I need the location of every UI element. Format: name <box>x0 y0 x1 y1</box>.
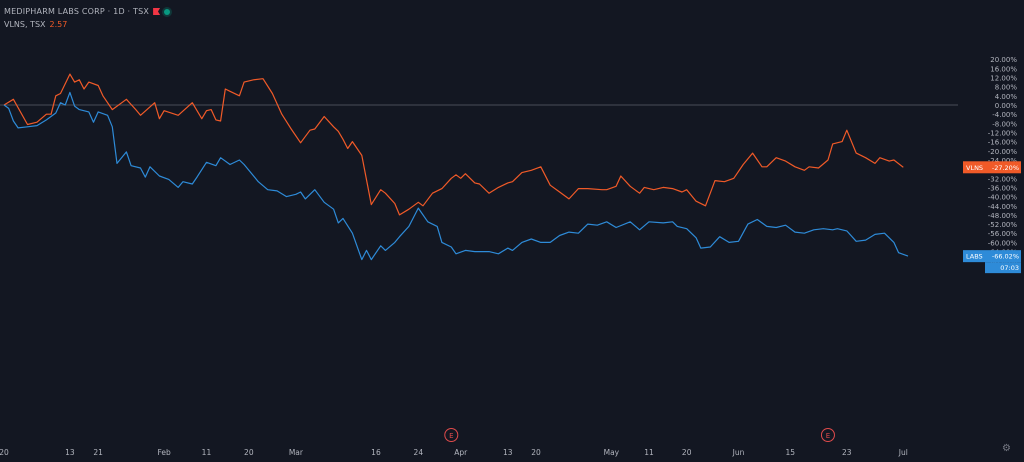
y-tick-label: -56.00% <box>988 230 1018 238</box>
y-tick-label: -40.00% <box>988 194 1018 202</box>
x-tick-label: 20 <box>682 448 692 457</box>
y-tick-label: -20.00% <box>988 148 1018 156</box>
x-tick-label: Feb <box>157 448 171 457</box>
y-tick-label: -44.00% <box>988 203 1018 211</box>
vlns-last-badge-value: -27.20% <box>992 164 1019 172</box>
x-tick-label: 24 <box>414 448 424 457</box>
settings-gear-icon[interactable]: ⚙ <box>1002 443 1011 454</box>
earnings-event-icon[interactable]: E <box>444 428 459 442</box>
y-tick-label: 0.00% <box>995 102 1018 110</box>
earnings-event-label: E <box>449 432 453 440</box>
compare-symbol[interactable]: VLNS, TSX <box>4 20 46 29</box>
x-tick-label: 11 <box>644 448 654 457</box>
chart-legend: MEDIPHARM LABS CORP · 1D · TSX VLNS, TSX… <box>4 5 171 31</box>
labs-last-badge-bg <box>963 250 1021 263</box>
y-tick-label: -8.00% <box>992 120 1017 128</box>
earnings-event-icon[interactable]: E <box>820 428 835 442</box>
earnings-event-circle <box>820 428 835 442</box>
market-status-icon <box>164 8 171 15</box>
y-tick-label: 20.00% <box>990 56 1017 64</box>
countdown-bg <box>985 262 1021 274</box>
labs-last-badge-value: -66.02% <box>992 253 1019 261</box>
series-line-vlns[interactable] <box>3 73 904 216</box>
y-tick-label: 12.00% <box>990 75 1017 83</box>
x-tick-label: May <box>604 448 620 457</box>
countdown-badge: 07:03 <box>985 262 1021 274</box>
x-tick-label: 21 <box>93 448 103 457</box>
y-tick-label: -52.00% <box>988 221 1018 229</box>
x-tick-label: 20 <box>0 448 9 457</box>
y-tick-label: 16.00% <box>990 65 1017 73</box>
x-tick-label: 20 <box>244 448 254 457</box>
vlns-last-badge-bg <box>963 161 1021 174</box>
y-tick-label: -60.00% <box>988 239 1018 247</box>
x-tick-label: 13 <box>503 448 513 457</box>
y-tick-label: -24.00% <box>988 157 1018 165</box>
y-tick-label: -36.00% <box>988 184 1018 192</box>
x-tick-label: Mar <box>289 448 304 457</box>
y-tick-label: -16.00% <box>988 139 1018 147</box>
compare-value: 2.57 <box>49 20 68 29</box>
symbol-title[interactable]: MEDIPHARM LABS CORP · 1D · TSX <box>4 7 150 16</box>
x-tick-label: 13 <box>65 448 75 457</box>
y-tick-label: 8.00% <box>995 84 1018 92</box>
series-line-labs[interactable] <box>3 91 909 261</box>
flag-icon[interactable] <box>153 8 161 15</box>
x-tick-label: 11 <box>202 448 212 457</box>
labs-last-badge: LABS -66.02% <box>963 250 1021 263</box>
x-tick-label: Jun <box>732 448 745 457</box>
x-tick-label: 15 <box>786 448 796 457</box>
labs-last-badge-symbol: LABS <box>966 253 983 261</box>
y-tick-label: -32.00% <box>988 175 1018 183</box>
vlns-last-badge-symbol: VLNS <box>966 164 983 172</box>
x-tick-label: 16 <box>371 448 381 457</box>
y-tick-label: -12.00% <box>988 129 1018 137</box>
vlns-last-badge: VLNS -27.20% <box>963 161 1021 174</box>
countdown-label: 07:03 <box>1000 264 1019 272</box>
earnings-event-circle <box>444 428 459 442</box>
earnings-event-label: E <box>826 432 830 440</box>
x-tick-label: 20 <box>531 448 541 457</box>
y-tick-label: -4.00% <box>992 111 1017 119</box>
x-tick-label: Jul <box>898 448 908 457</box>
y-tick-label: -48.00% <box>988 212 1018 220</box>
x-tick-label: Apr <box>454 448 468 457</box>
x-tick-label: 23 <box>842 448 852 457</box>
y-tick-label: 4.00% <box>995 93 1018 101</box>
